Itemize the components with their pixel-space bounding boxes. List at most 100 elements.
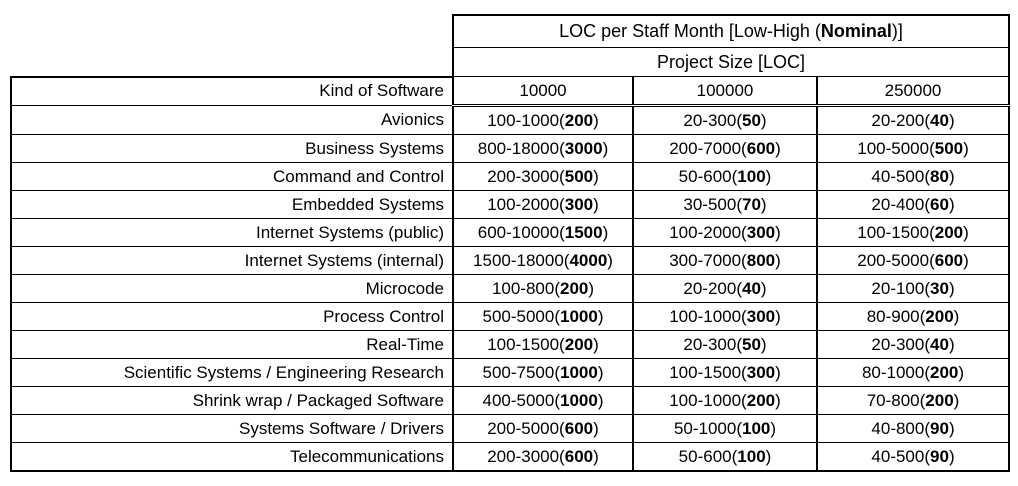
table-body: Avionics 100-1000(200) 20-300(50) 20-200(40… — [10, 105, 1011, 472]
value-cell: 1500-18000(4000) — [452, 246, 634, 275]
value-cell: 100-1500(300) — [632, 358, 818, 387]
range-text: 100-2000( — [487, 194, 565, 214]
range-text: 100-1000( — [669, 306, 747, 326]
range-text: 20-400( — [871, 194, 931, 214]
nominal-value: 1000 — [560, 306, 598, 326]
row-label: Scientific Systems / Engineering Researc… — [10, 358, 454, 387]
range-text: 200-7000( — [669, 138, 747, 158]
range-text: 50-600( — [678, 446, 738, 466]
nominal-value: 200 — [560, 278, 589, 298]
range-text: 20-300( — [683, 110, 742, 130]
column-header-row: Kind of Software 10000 100000 250000 — [10, 75, 1011, 107]
row-label: Embedded Systems — [10, 190, 454, 219]
nominal-value: 4000 — [569, 250, 608, 270]
value-cell: 50-600(100) — [632, 442, 818, 472]
table-row: Shrink wrap / Packaged Software 400-5000(… — [10, 386, 1011, 415]
paren-close: ) — [958, 362, 965, 382]
value-cell: 40-500(90) — [815, 442, 1011, 472]
paren-close: ) — [588, 278, 595, 298]
row-label: Telecommunications — [10, 442, 454, 472]
row-label: Internet Systems (internal) — [10, 246, 454, 275]
nominal-value: 600 — [746, 138, 776, 158]
nominal-value: 200 — [564, 110, 594, 130]
value-cell: 20-400(60) — [815, 190, 1011, 219]
range-text: 400-5000( — [482, 390, 560, 410]
value-cell: 100-1500(200) — [452, 330, 634, 359]
table-row: Process Control 500-5000(1000) 100-1000(30… — [10, 302, 1011, 331]
value-cell: 40-800(90) — [815, 414, 1011, 443]
nominal-value: 500 — [934, 138, 964, 158]
nominal-value: 100 — [742, 418, 771, 438]
value-cell: 400-5000(1000) — [452, 386, 634, 415]
row-label: Microcode — [10, 274, 454, 303]
range-text: 80-1000( — [861, 362, 931, 382]
paren-close: ) — [760, 334, 767, 354]
range-text: 40-800( — [871, 418, 931, 438]
range-text: 300-7000( — [669, 250, 747, 270]
row-label: Shrink wrap / Packaged Software — [10, 386, 454, 415]
column-header-100000: 100000 — [632, 76, 818, 107]
paren-close: ) — [953, 390, 960, 410]
value-cell: 50-600(100) — [632, 162, 818, 191]
blank-corner — [11, 15, 453, 77]
value-cell: 800-18000(3000) — [452, 134, 634, 163]
title-row: LOC per Staff Month [Low-High (Nominal)] — [11, 14, 1011, 77]
paren-close: ) — [948, 334, 955, 354]
range-text: 100-800( — [491, 278, 560, 298]
value-cell: 80-900(200) — [815, 302, 1011, 331]
paren-close: ) — [593, 334, 599, 354]
value-cell: 20-300(40) — [815, 330, 1011, 359]
value-cell: 100-1000(200) — [452, 105, 634, 135]
paren-close: ) — [963, 138, 969, 158]
range-text: 20-200( — [871, 110, 931, 130]
paren-close: ) — [948, 418, 955, 438]
title-text-close: )] — [891, 21, 903, 41]
nominal-value: 50 — [742, 334, 761, 354]
table-row: Microcode 100-800(200) 20-200(40) 20-100(30… — [10, 274, 1011, 303]
paren-close: ) — [948, 194, 955, 214]
table-row: Systems Software / Drivers 200-5000(600) 5… — [10, 414, 1011, 443]
nominal-value: 70 — [742, 194, 761, 214]
range-text: 100-1500( — [487, 334, 565, 354]
column-header-10000: 10000 — [452, 76, 634, 107]
row-label: Process Control — [10, 302, 454, 331]
range-text: 40-500( — [871, 446, 931, 466]
paren-close: ) — [963, 250, 969, 270]
paren-close: ) — [602, 138, 609, 158]
nominal-value: 1500 — [564, 222, 603, 242]
range-text: 100-1000( — [487, 110, 565, 130]
value-cell: 500-5000(1000) — [452, 302, 634, 331]
range-text: 600-10000( — [477, 222, 565, 242]
paren-close: ) — [948, 278, 955, 298]
nominal-value: 300 — [746, 362, 776, 382]
table-row: Internet Systems (public) 600-10000(1500)… — [10, 218, 1011, 247]
value-cell: 20-200(40) — [815, 105, 1011, 135]
range-text: 500-7500( — [482, 362, 560, 382]
nominal-value: 500 — [564, 166, 594, 186]
value-cell: 20-200(40) — [632, 274, 818, 303]
nominal-value: 300 — [564, 194, 594, 214]
paren-close: ) — [963, 222, 969, 242]
table-row: Internet Systems (internal) 1500-18000(40… — [10, 246, 1011, 275]
row-label: Real-Time — [10, 330, 454, 359]
range-text: 20-300( — [683, 334, 742, 354]
title-text: LOC per Staff Month [Low-High ( — [559, 21, 821, 41]
value-cell: 100-1000(200) — [632, 386, 818, 415]
paren-close: ) — [607, 250, 613, 270]
row-label: Avionics — [10, 105, 454, 135]
paren-close: ) — [775, 222, 781, 242]
value-cell: 80-1000(200) — [815, 358, 1011, 387]
nominal-value: 30 — [930, 278, 949, 298]
paren-close: ) — [948, 166, 955, 186]
paren-close: ) — [775, 138, 781, 158]
paren-close: ) — [775, 250, 781, 270]
range-text: 500-5000( — [482, 306, 560, 326]
table-subtitle: Project Size [LOC] — [451, 47, 1011, 77]
range-text: 200-5000( — [487, 418, 565, 438]
range-text: 100-1000( — [669, 390, 747, 410]
nominal-value: 300 — [746, 306, 776, 326]
nominal-value: 100 — [737, 446, 766, 466]
range-text: 40-500( — [871, 166, 931, 186]
subtitle-row: Project Size [LOC] — [11, 47, 1011, 77]
value-cell: 300-7000(800) — [632, 246, 818, 275]
